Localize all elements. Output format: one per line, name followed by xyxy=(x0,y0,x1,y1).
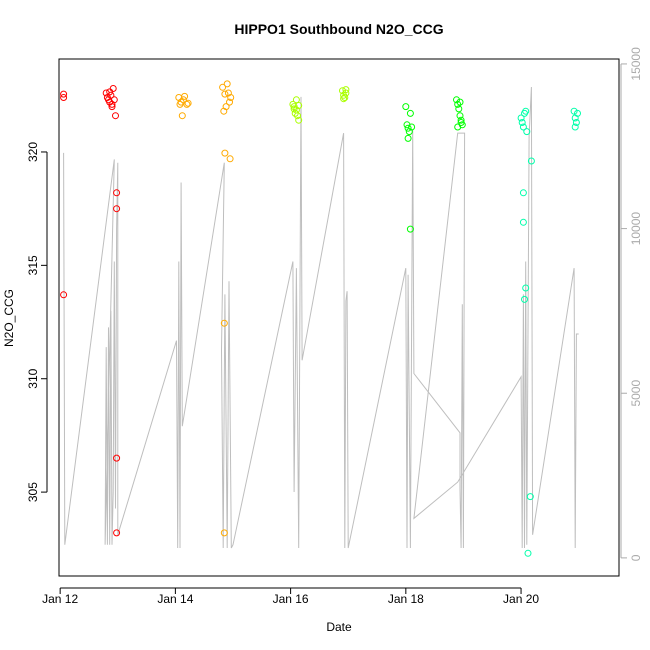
data-point xyxy=(402,103,410,111)
data-point xyxy=(220,107,228,115)
data-point xyxy=(221,90,229,98)
data-point xyxy=(226,98,233,106)
data-point xyxy=(404,124,412,132)
data-point xyxy=(60,90,68,98)
data-point xyxy=(184,99,192,107)
x-tick-label: Jan 20 xyxy=(503,592,539,606)
y2-tick-label: 5000 xyxy=(629,380,643,407)
data-point xyxy=(221,149,229,157)
data-point xyxy=(519,123,527,131)
x-tick-label: Jan 16 xyxy=(273,592,309,606)
x-axis-label: Date xyxy=(326,620,352,634)
data-point xyxy=(113,529,121,537)
data-point xyxy=(108,103,116,111)
data-point xyxy=(456,112,464,120)
data-point xyxy=(227,94,235,101)
y-tick-label: 310 xyxy=(26,368,40,388)
data-point xyxy=(517,114,525,122)
data-point xyxy=(406,109,414,117)
data-point xyxy=(112,112,119,120)
data-point xyxy=(183,100,191,108)
data-point xyxy=(408,123,416,131)
data-point xyxy=(295,102,303,109)
data-point xyxy=(295,116,303,124)
data-point xyxy=(574,109,581,117)
x-tick-label: Jan 12 xyxy=(42,592,78,606)
data-point xyxy=(113,454,121,462)
data-point xyxy=(457,116,465,124)
data-point xyxy=(181,92,189,100)
data-point xyxy=(177,98,185,106)
y-tick-label: 315 xyxy=(26,255,40,275)
data-points-layer xyxy=(60,80,581,557)
plot-frame xyxy=(58,58,620,577)
y2-tick-label: 10000 xyxy=(629,212,643,246)
y-tick-label: 305 xyxy=(26,482,40,502)
x-tick-label: Jan 14 xyxy=(157,592,193,606)
data-point xyxy=(219,83,227,91)
data-point xyxy=(179,96,187,104)
axes-layer: Jan 12 Jan 14 Jan 16 Jan 18 Jan 20 305 310 315 3… xyxy=(26,47,643,606)
data-point xyxy=(106,88,114,96)
data-point xyxy=(220,529,228,537)
y2-tick-label: 15000 xyxy=(629,47,643,81)
y-tick-label: 320 xyxy=(26,142,40,162)
data-point xyxy=(524,549,532,557)
data-point xyxy=(107,91,115,99)
altitude-line xyxy=(63,86,579,549)
altitude-line-layer xyxy=(63,86,579,549)
data-point xyxy=(113,205,121,213)
data-point xyxy=(454,100,462,108)
data-point xyxy=(526,493,534,501)
data-point xyxy=(522,107,530,115)
data-point xyxy=(522,284,530,292)
data-point xyxy=(341,94,349,101)
y2-tick-label: 0 xyxy=(629,554,643,561)
data-point xyxy=(455,105,463,113)
data-point xyxy=(340,95,348,103)
data-point xyxy=(342,86,350,94)
x-tick-label: Jan 18 xyxy=(388,592,424,606)
data-point xyxy=(453,96,460,104)
data-point xyxy=(292,96,300,104)
data-point xyxy=(60,291,68,299)
data-point xyxy=(113,189,121,197)
data-point xyxy=(523,128,531,136)
data-point xyxy=(527,157,535,165)
data-point xyxy=(519,189,527,197)
data-point xyxy=(223,80,231,88)
data-point xyxy=(109,85,117,92)
data-point xyxy=(226,155,234,163)
data-point xyxy=(572,119,580,126)
data-point xyxy=(406,225,414,233)
data-point xyxy=(110,96,118,104)
data-point xyxy=(404,134,412,142)
data-point xyxy=(519,218,527,226)
data-point xyxy=(291,109,299,117)
data-point xyxy=(571,123,579,131)
data-point xyxy=(521,295,528,303)
data-point xyxy=(454,123,462,131)
data-point xyxy=(220,319,228,327)
data-point xyxy=(178,112,186,120)
data-point xyxy=(342,89,350,97)
y-axis-label: N2O_CCG xyxy=(2,289,16,347)
data-point xyxy=(456,98,464,106)
data-point xyxy=(518,119,526,126)
data-point xyxy=(60,94,68,101)
chart-title: HIPPO1 Southbound N2O_CCG xyxy=(234,21,443,37)
